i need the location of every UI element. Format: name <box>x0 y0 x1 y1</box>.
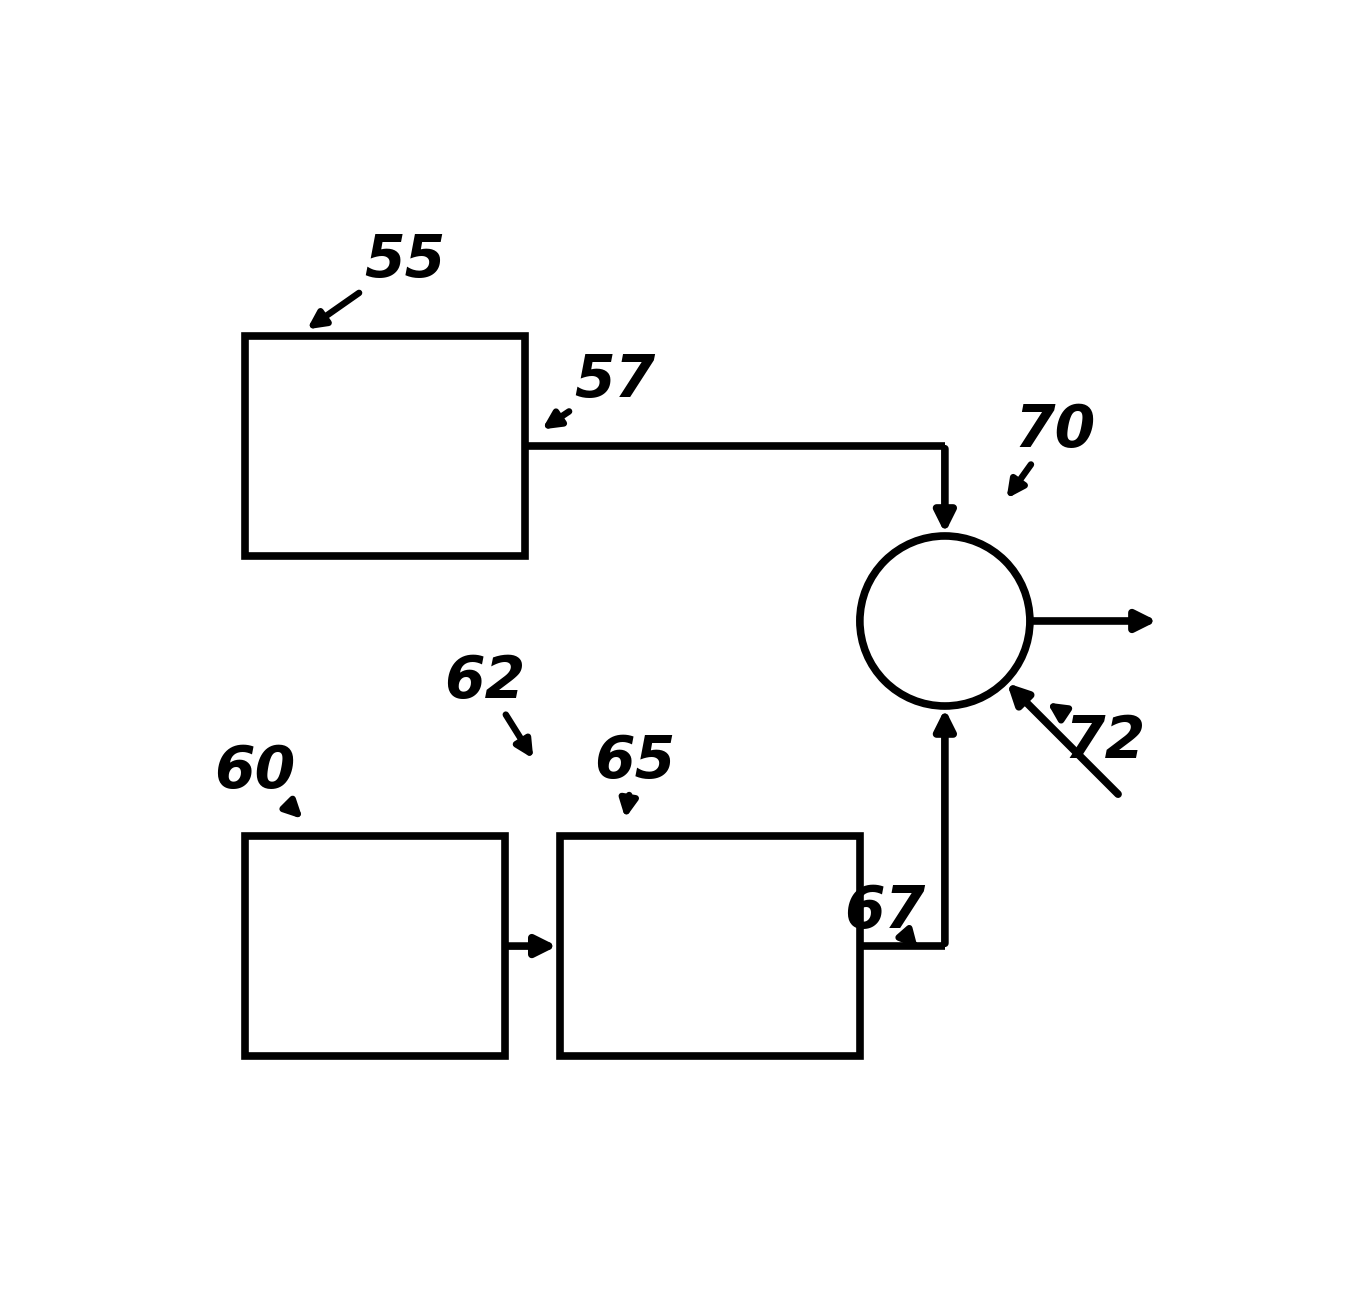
Text: 55: 55 <box>314 233 446 325</box>
Text: 67: 67 <box>844 882 926 946</box>
Circle shape <box>860 536 1030 705</box>
Text: 62: 62 <box>444 652 529 752</box>
Text: 57: 57 <box>548 352 656 425</box>
Text: 60: 60 <box>214 743 297 814</box>
Text: 65: 65 <box>594 733 676 811</box>
Bar <box>560 837 860 1056</box>
Text: 72: 72 <box>1054 707 1145 769</box>
Text: 70: 70 <box>1011 403 1096 492</box>
Bar <box>245 336 525 556</box>
Bar <box>245 837 505 1056</box>
